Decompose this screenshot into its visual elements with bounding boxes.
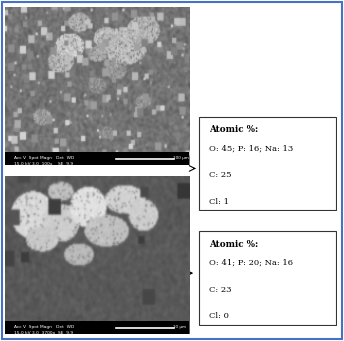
Text: C: 23: C: 23: [209, 285, 232, 294]
Text: Cl: 1: Cl: 1: [209, 198, 229, 206]
Text: O: 41; P: 20; Na: 16: O: 41; P: 20; Na: 16: [209, 259, 293, 267]
FancyBboxPatch shape: [199, 117, 336, 210]
Text: Acc V  Spot Magn   Det  WD: Acc V Spot Magn Det WD: [14, 156, 75, 160]
Text: Cl: 0: Cl: 0: [209, 312, 229, 320]
Text: 10 µm: 10 µm: [173, 325, 186, 329]
Text: 15.0 kV 3.0  3700x  SE  9.9: 15.0 kV 3.0 3700x SE 9.9: [14, 331, 74, 335]
Text: 200 µm: 200 µm: [173, 156, 189, 160]
Text: 15.0 kV 3.0  100x    SE  9.9: 15.0 kV 3.0 100x SE 9.9: [14, 162, 74, 166]
Text: Atomic %:: Atomic %:: [209, 125, 258, 134]
Text: C: 25: C: 25: [209, 171, 232, 179]
Text: Acc V  Spot Magn   Det  WD: Acc V Spot Magn Det WD: [14, 325, 75, 329]
Text: O: 45; P: 16; Na: 13: O: 45; P: 16; Na: 13: [209, 145, 293, 152]
Text: Atomic %:: Atomic %:: [209, 240, 258, 249]
FancyBboxPatch shape: [199, 231, 336, 325]
